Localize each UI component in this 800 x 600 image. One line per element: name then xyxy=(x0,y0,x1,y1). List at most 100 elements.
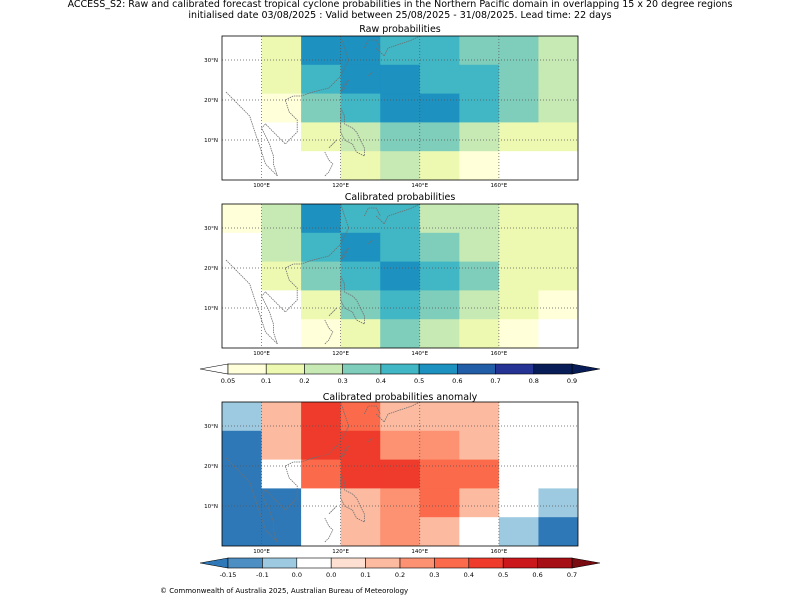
coastline xyxy=(376,204,420,225)
grid-cell xyxy=(380,430,421,461)
lat-label: 20°N xyxy=(204,98,218,104)
grid-cell xyxy=(498,290,539,320)
grid-cell xyxy=(222,204,263,234)
panel-title-calibrated: Calibrated probabilities xyxy=(344,192,456,203)
grid-cell xyxy=(419,151,460,180)
colorbar-over-arrow xyxy=(571,557,601,569)
coastline xyxy=(340,445,349,459)
colorbar-tick-label: 0.7 xyxy=(567,571,577,579)
colorbar-tick-label: 0.5 xyxy=(498,571,508,579)
grid-cell xyxy=(261,430,302,461)
colorbar-swatch xyxy=(330,557,366,569)
grid-cell xyxy=(301,459,342,489)
grid-cell xyxy=(261,261,302,291)
coastline xyxy=(340,473,365,523)
colorbar-tick-label: -0.15 xyxy=(220,571,237,579)
grid-cell xyxy=(301,430,342,461)
grid-cell xyxy=(419,488,460,518)
grid-cell xyxy=(538,261,578,291)
grid-cell xyxy=(222,402,263,432)
grid-cell xyxy=(222,122,263,152)
lat-label: 30°N xyxy=(204,226,218,232)
grid-cell xyxy=(538,204,578,234)
panel-title-raw: Raw probabilities xyxy=(359,24,441,35)
grid-cell xyxy=(261,36,302,66)
grid-cell xyxy=(498,204,539,234)
grid-cell xyxy=(261,232,302,263)
map-panel-cal: 100°E 120°E 140°E 160°E 30°N 20°N 10°N xyxy=(204,203,579,357)
grid-cell xyxy=(301,151,342,180)
colorbar-tick-label: 0.0 xyxy=(292,571,302,579)
grid-cell xyxy=(538,459,578,489)
coastline xyxy=(225,457,278,543)
colorbar-tick-label: 0.7 xyxy=(490,377,500,385)
grid-cell xyxy=(222,93,263,123)
colorbar-swatch xyxy=(468,557,504,569)
coastline xyxy=(328,139,337,149)
grid-cell xyxy=(459,261,500,291)
grid-cell xyxy=(538,517,578,546)
grid-cell xyxy=(498,232,539,263)
grid-cell xyxy=(538,93,578,123)
colorbar-under-arrow xyxy=(199,363,229,375)
grid-cell xyxy=(419,290,460,320)
grid-cell xyxy=(340,290,381,320)
grid-cell xyxy=(301,319,342,348)
coastline xyxy=(368,239,373,245)
grid-cell xyxy=(340,36,381,66)
colorbar-tick-label: 0.8 xyxy=(529,377,539,385)
map-frame xyxy=(221,401,579,547)
grid-cell xyxy=(538,151,578,180)
colorbar-under-arrow xyxy=(199,557,229,569)
grid-cell xyxy=(261,290,302,320)
colorbar-swatch xyxy=(262,557,298,569)
grid-cell xyxy=(498,122,539,152)
grid-cell xyxy=(261,319,302,348)
grid-cell xyxy=(419,402,460,432)
title-line-2: initialised date 03/08/2025 : Valid betw… xyxy=(188,9,612,21)
lat-label: 10°N xyxy=(204,138,218,144)
grid-cell xyxy=(301,232,342,263)
map-panel-anom: 100°E 120°E 140°E 160°E 30°N 20°N 10°N xyxy=(204,401,579,555)
grid-cell xyxy=(340,204,381,234)
grid-cell xyxy=(538,122,578,152)
grid-cell xyxy=(380,459,421,489)
grid-cell xyxy=(301,64,342,95)
grid-cell xyxy=(380,122,421,152)
lat-label: 20°N xyxy=(204,464,218,470)
grid-cell xyxy=(222,517,263,546)
colorbar-swatch xyxy=(227,363,267,375)
grid-cell xyxy=(419,36,460,66)
grid-cell xyxy=(301,261,342,291)
grid-cell xyxy=(340,488,381,518)
lon-label: 140°E xyxy=(411,351,428,357)
grid-cell xyxy=(380,261,421,291)
grid-cell xyxy=(340,64,381,95)
colorbar-swatch xyxy=(537,557,573,569)
grid-cell xyxy=(380,36,421,66)
coastline xyxy=(340,247,349,261)
coastline xyxy=(368,71,373,77)
colorbar-probability: 0.05 0.1 0.2 0.3 0.4 0.5 0.6 0.7 0.8 0.9 xyxy=(199,363,601,385)
grid-cell xyxy=(419,64,460,95)
colorbar-swatch xyxy=(418,363,458,375)
grid-cell xyxy=(459,488,500,518)
grid-cell xyxy=(261,151,302,180)
coastline xyxy=(225,259,278,345)
grid-cell xyxy=(301,122,342,152)
grid-cell xyxy=(498,430,539,461)
grid-cell xyxy=(380,232,421,263)
map-area xyxy=(222,36,578,180)
map-frame xyxy=(221,35,579,181)
lat-label: 30°N xyxy=(204,58,218,64)
colorbar-tick-label: 0.6 xyxy=(452,377,462,385)
grid-cell xyxy=(459,36,500,66)
grid-cell xyxy=(222,319,263,348)
grid-cell xyxy=(261,64,302,95)
grid-cell xyxy=(340,517,381,546)
grid-cell xyxy=(261,517,302,546)
grid-cell xyxy=(340,319,381,348)
grid-cell xyxy=(538,64,578,95)
grid-cell xyxy=(380,290,421,320)
grid-cell xyxy=(538,402,578,432)
